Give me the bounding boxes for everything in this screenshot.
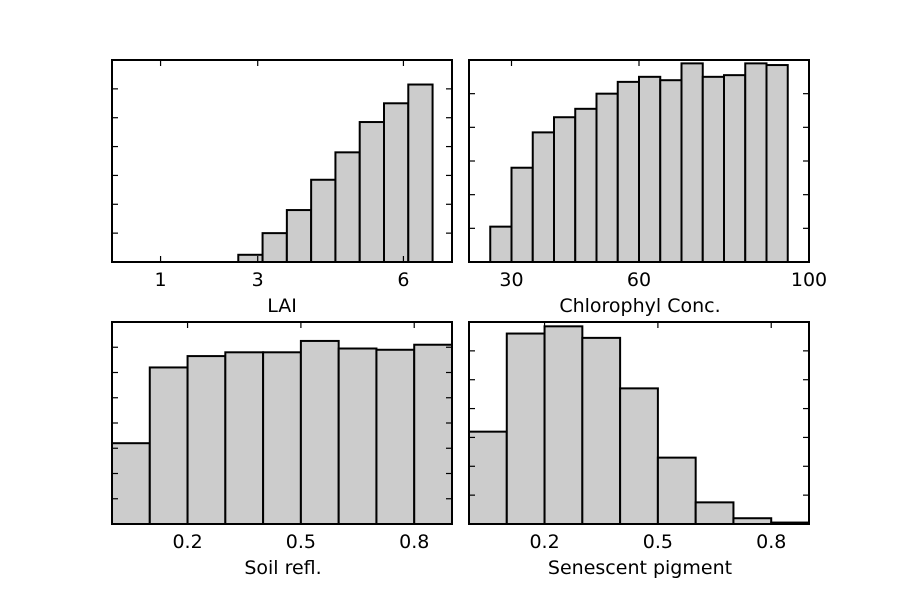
soil-reflectance-histogram-bar [186,355,227,525]
senescent-pigment-axes-frame [468,321,810,525]
senescent-pigment-histogram-bar [505,332,546,526]
x-tick-label: 6 [397,269,409,291]
chlorophyll-histogram-panel: 30 60 100 Chlorophyl Conc. [468,59,827,317]
chlorophyll-histogram-bar [680,62,704,264]
lai-histogram-bar [334,151,361,263]
x-tick-label: 0.8 [756,531,786,553]
chlorophyll-histogram-bar [638,75,662,263]
soil-reflectance-histogram-bar [337,347,378,526]
senescent-pigment-histogram-bar [468,430,508,525]
chlorophyll-histogram-bar [616,80,640,263]
x-tick-label: 0.5 [286,531,316,553]
x-tick-label: 0.8 [399,531,429,553]
soil-reflectance-histogram-bar [375,348,416,525]
chlorophyll-axis-label: Chlorophyl Conc. [559,295,720,317]
x-tick-label: 30 [499,269,523,291]
chlorophyll-histogram-bar [659,79,683,263]
chlorophyll-histogram-bar [723,74,747,264]
x-tick-label: 100 [791,269,827,291]
senescent-pigment-histogram-panel: 0.2 0.5 0.8 Senescent pigment [468,321,810,579]
lai-histogram-bar [261,232,288,263]
senescent-pigment-histogram-bar [543,325,584,525]
soil-reflectance-histogram-bar [148,366,189,526]
chlorophyll-histogram-bar [765,64,789,263]
soil-reflectance-histogram-bar [299,339,340,525]
chlorophyll-histogram-bar [510,166,534,263]
lai-histogram-bar [310,178,337,263]
lai-histogram-bar [407,83,434,263]
x-tick-label: 60 [627,269,651,291]
x-tick-label: 0.2 [529,531,559,553]
lai-histogram-bar [383,102,410,264]
soil-reflectance-histogram-bar [224,351,265,525]
chlorophyll-histogram-bar [574,107,598,263]
chlorophyll-histogram-bar [595,92,619,263]
lai-histogram-bar [237,253,264,263]
lai-axis-label: LAI [267,295,297,317]
chlorophyll-histogram-bar [531,131,555,263]
x-tick-label: 0.5 [643,531,673,553]
chlorophyll-histogram-bar [744,62,768,264]
soil-reflectance-axis-label: Soil refl. [244,557,321,579]
senescent-pigment-histogram-bar [581,336,622,525]
soil-reflectance-histogram-bar [111,442,151,526]
x-tick-label: 1 [155,269,167,291]
chlorophyll-histogram-bar [701,75,725,263]
soil-reflectance-histogram-bar [413,343,453,526]
soil-reflectance-histogram-bar [262,351,302,525]
lai-axes-frame [111,59,453,263]
senescent-pigment-histogram-bar [694,501,735,525]
chlorophyll-histogram-bar [489,225,513,263]
senescent-pigment-histogram-bar [656,456,697,526]
senescent-pigment-axis-label: Senescent pigment [548,557,732,579]
soil-reflectance-histogram-panel: 0.2 0.5 0.8 Soil refl. [111,321,453,579]
x-tick-label: 0.2 [172,531,202,553]
lai-histogram-bar [358,121,385,264]
chlorophyll-histogram-bar [553,116,577,264]
senescent-pigment-histogram-bar [619,387,659,525]
lai-histogram-panel: 1 3 6 LAI [111,59,453,317]
lai-histogram-bar [285,209,313,263]
x-tick-label: 3 [252,269,264,291]
